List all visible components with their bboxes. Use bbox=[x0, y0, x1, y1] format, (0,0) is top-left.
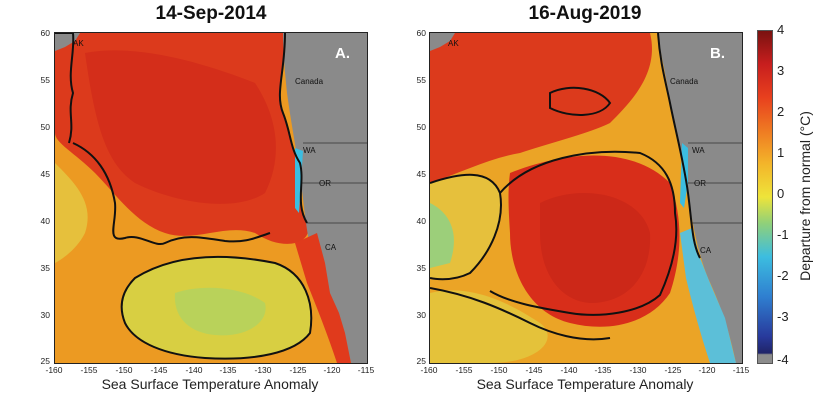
panel-a-xtick: -140 bbox=[185, 365, 203, 375]
panel-a-ytick: 35 bbox=[40, 263, 50, 273]
panel-b-xtick: -135 bbox=[594, 365, 612, 375]
label-or-a: OR bbox=[319, 179, 331, 188]
label-wa-a: WA bbox=[303, 146, 316, 155]
label-canada-a: Canada bbox=[295, 77, 324, 86]
colorbar-tick: 2 bbox=[777, 104, 785, 119]
label-ak-b: AK bbox=[448, 39, 459, 48]
panel-b-ytick: 25 bbox=[416, 356, 426, 366]
panel-b-x-axis-label: Sea Surface Temperature Anomaly bbox=[476, 376, 694, 392]
panel-a-x-axis-label: Sea Surface Temperature Anomaly bbox=[101, 376, 319, 392]
colorbar-tick: 0 bbox=[777, 186, 785, 201]
panel-b-ytick: 40 bbox=[416, 216, 426, 226]
panel-b-tag: B. bbox=[710, 45, 725, 62]
panel-b-ytick: 35 bbox=[416, 263, 426, 273]
panel-a-ytick: 60 bbox=[40, 28, 50, 38]
panel-b-ytick: 45 bbox=[416, 169, 426, 179]
colorbar-tick: -2 bbox=[777, 268, 789, 283]
label-or-b: OR bbox=[694, 179, 706, 188]
colorbar-tick: -1 bbox=[777, 227, 789, 242]
panel-a-ytick: 50 bbox=[40, 122, 50, 132]
panel-b-ytick: 55 bbox=[416, 75, 426, 85]
panel-b-map: B. AK Canada WA OR CA bbox=[429, 32, 743, 364]
panel-a-xtick: -160 bbox=[45, 365, 63, 375]
panel-a-xtick: -135 bbox=[219, 365, 237, 375]
panel-b-xtick: -130 bbox=[629, 365, 647, 375]
label-canada-b: Canada bbox=[670, 77, 699, 86]
panel-b-title: 16-Aug-2019 bbox=[528, 3, 642, 24]
panel-b-ytick: 30 bbox=[416, 310, 426, 320]
colorbar-tick: -3 bbox=[777, 309, 789, 324]
panel-a-xtick: -120 bbox=[323, 365, 341, 375]
panel-b-xtick: -140 bbox=[560, 365, 578, 375]
panel-a-xtick: -130 bbox=[254, 365, 272, 375]
panel-a-xtick: -155 bbox=[80, 365, 98, 375]
panel-a-ytick: 40 bbox=[40, 216, 50, 226]
panel-a-title: 14-Sep-2014 bbox=[155, 3, 267, 24]
panel-b-ytick: 60 bbox=[416, 28, 426, 38]
panel-b-xtick: -160 bbox=[420, 365, 438, 375]
panel-a-xtick: -115 bbox=[357, 365, 375, 375]
panel-b-xtick: -155 bbox=[455, 365, 473, 375]
label-wa-b: WA bbox=[692, 146, 705, 155]
panel-a-ytick: 45 bbox=[40, 169, 50, 179]
label-ca-a: CA bbox=[325, 243, 337, 252]
colorbar-tick: 4 bbox=[777, 22, 785, 37]
panel-a-map: A. AK Canada WA OR CA bbox=[54, 32, 368, 364]
panel-b-xtick: -150 bbox=[490, 365, 508, 375]
panel-a-ytick: 25 bbox=[40, 356, 50, 366]
label-ak-a: AK bbox=[73, 39, 84, 48]
panel-b-xtick: -115 bbox=[732, 365, 750, 375]
panel-a-xtick: -150 bbox=[115, 365, 133, 375]
panel-b-ytick: 50 bbox=[416, 122, 426, 132]
panel-a-xtick: -145 bbox=[150, 365, 168, 375]
colorbar-tick: -4 bbox=[777, 352, 789, 367]
panel-b-xtick: -145 bbox=[525, 365, 543, 375]
colorbar-label: Departure from normal (°C) bbox=[797, 111, 813, 281]
panel-a-xtick: -125 bbox=[289, 365, 307, 375]
panel-a-ytick: 55 bbox=[40, 75, 50, 85]
panel-b-xtick: -120 bbox=[698, 365, 716, 375]
label-ca-b: CA bbox=[700, 246, 712, 255]
colorbar-tick: 3 bbox=[777, 63, 785, 78]
colorbar-tick: 1 bbox=[777, 145, 785, 160]
panel-b-xtick: -125 bbox=[664, 365, 682, 375]
colorbar bbox=[757, 30, 773, 364]
panel-a-tag: A. bbox=[335, 45, 350, 62]
panel-a-ytick: 30 bbox=[40, 310, 50, 320]
